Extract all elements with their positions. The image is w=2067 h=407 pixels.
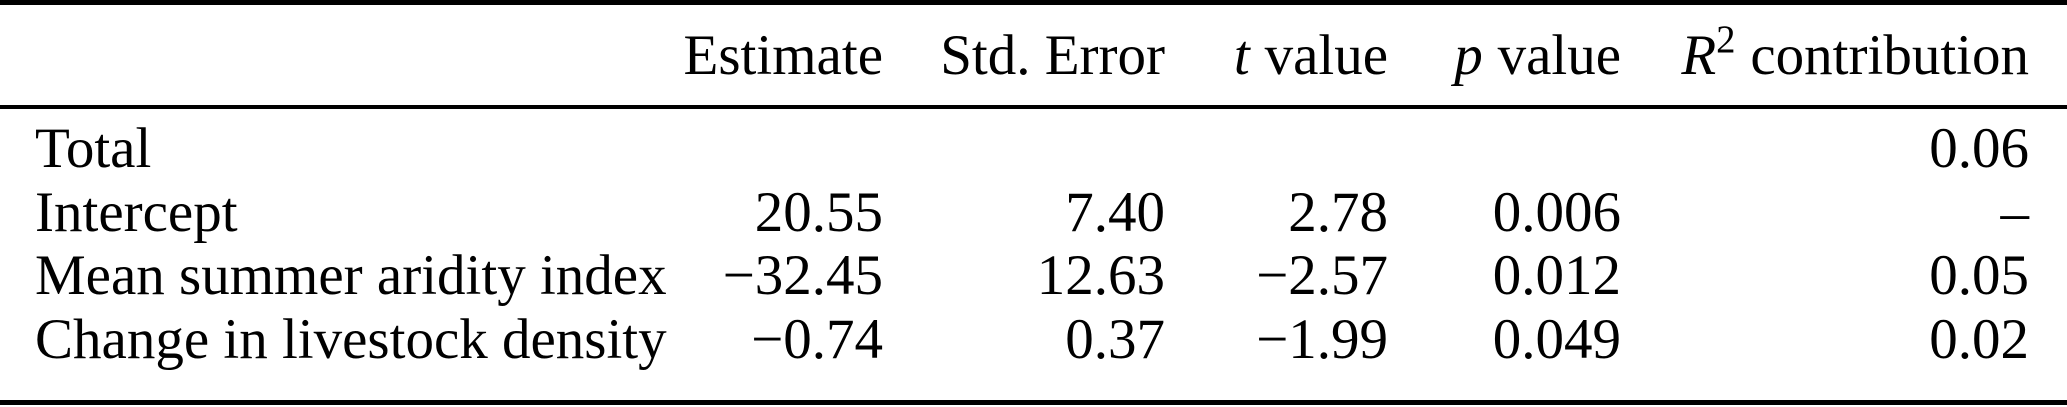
p-value-cell: 0.006	[1492, 180, 1621, 244]
header-empty-cell	[0, 2, 660, 109]
r2-superscript: 2	[1716, 18, 1736, 62]
p-value-cell: 0.012	[1492, 244, 1621, 307]
table-row-intercept: Intercept 20.55 7.40 2.78 0.006 –	[0, 181, 2067, 245]
row-label: Mean summer aridity index	[35, 244, 667, 307]
table-row-aridity-index: Mean summer aridity index −32.45 12.63 −…	[0, 244, 2067, 308]
row-label: Intercept	[35, 180, 238, 244]
std-error-cell: 0.37	[1065, 307, 1165, 371]
row-label: Total	[35, 117, 152, 180]
header-estimate: Estimate	[660, 2, 883, 109]
p-value-cell: 0.049	[1492, 307, 1621, 371]
contribution-word: contribution	[1750, 23, 2029, 87]
t-value-cell	[1165, 107, 1388, 181]
p-value-cell	[1388, 107, 1621, 181]
std-error-cell: 7.40	[1065, 180, 1165, 244]
table-row-total: Total 0.06	[0, 107, 2067, 181]
r2-contribution-cell: 0.02	[1929, 307, 2029, 371]
t-value-cell: 2.78	[1288, 180, 1388, 244]
estimate-cell: −32.45	[722, 244, 883, 307]
r-symbol: R	[1681, 23, 1717, 87]
table-row-livestock-density: Change in livestock density −0.74 0.37 −…	[0, 308, 2067, 403]
header-t-value: t value	[1165, 2, 1388, 109]
t-value-cell: −1.99	[1256, 307, 1388, 371]
p-symbol: p	[1454, 23, 1483, 87]
r2-contribution-cell: –	[2000, 180, 2030, 244]
estimate-cell: −0.74	[751, 307, 883, 371]
r2-contribution-cell: 0.06	[1929, 117, 2029, 180]
header-p-value: p value	[1388, 2, 1621, 109]
estimate-cell: 20.55	[754, 180, 883, 244]
t-value-cell: −2.57	[1256, 244, 1388, 307]
header-std-error: Std. Error	[883, 2, 1165, 109]
r2-contribution-cell: 0.05	[1929, 244, 2029, 307]
table-header: Estimate Std. Error t value p value R2 cont…	[0, 2, 2067, 109]
estimate-cell	[660, 107, 883, 181]
row-label: Change in livestock density	[35, 307, 667, 371]
p-value-word: value	[1497, 23, 1621, 87]
t-value-word: value	[1264, 23, 1388, 87]
t-symbol: t	[1233, 23, 1250, 87]
std-error-cell	[883, 107, 1165, 181]
header-r2-contribution: R2 contribution	[1621, 2, 2067, 109]
std-error-cell: 12.63	[1036, 244, 1165, 307]
table-body: Total 0.06 Intercept 20.55 7.40 2.78 0.0…	[0, 107, 2067, 403]
header-row: Estimate Std. Error t value p value R2 cont…	[0, 2, 2067, 109]
